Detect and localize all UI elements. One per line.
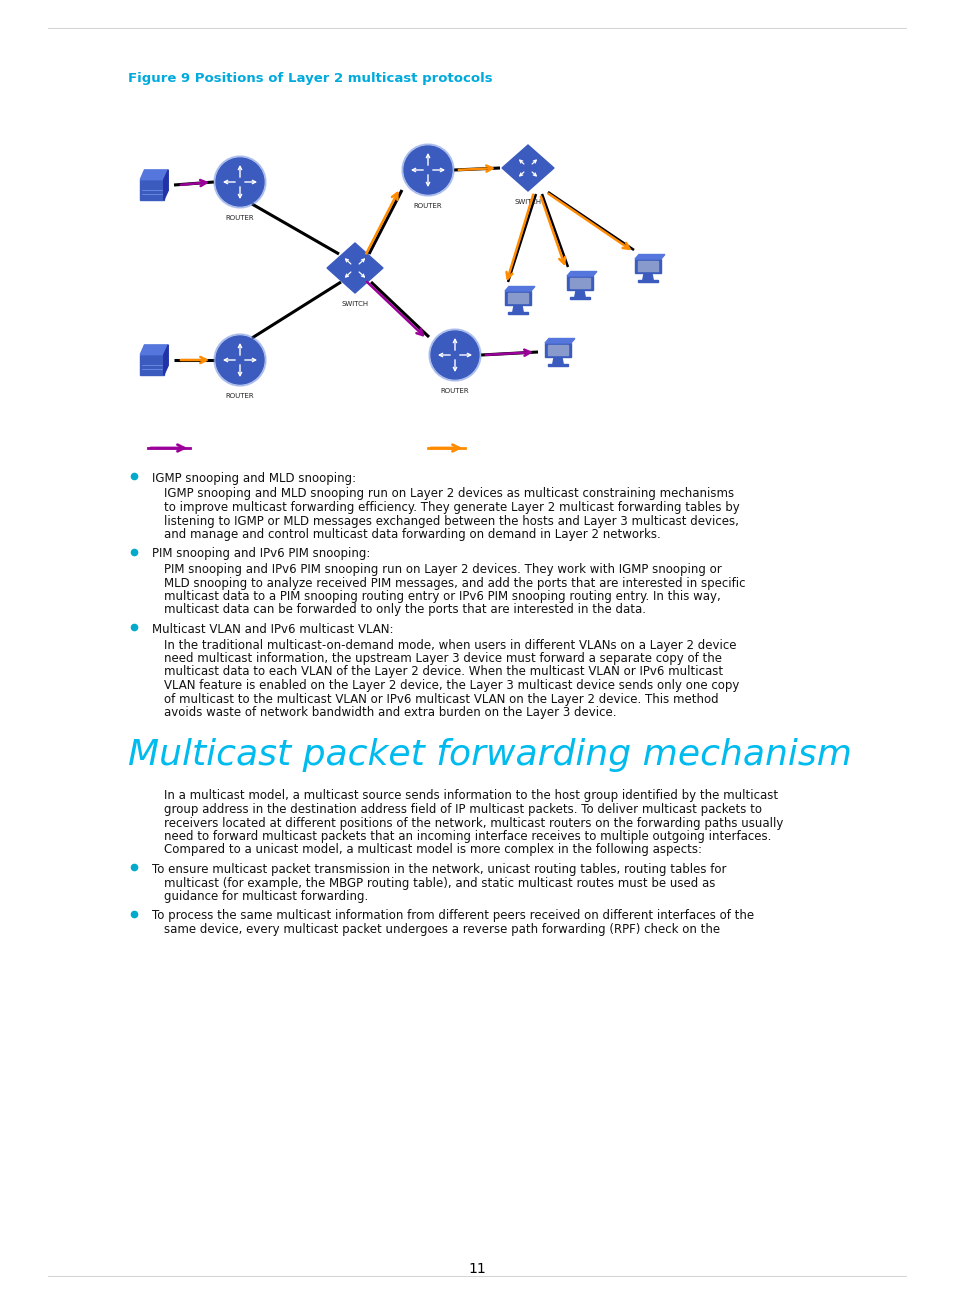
Circle shape — [213, 156, 266, 207]
Text: receivers located at different positions of the network, multicast routers on th: receivers located at different positions… — [164, 816, 782, 829]
Text: need multicast information, the upstream Layer 3 device must forward a separate : need multicast information, the upstream… — [164, 652, 721, 665]
Circle shape — [215, 158, 264, 206]
Text: 11: 11 — [468, 1262, 485, 1277]
Circle shape — [431, 330, 478, 378]
Text: avoids waste of network bandwidth and extra burden on the Layer 3 device.: avoids waste of network bandwidth and ex… — [164, 706, 616, 719]
Polygon shape — [513, 306, 522, 312]
Text: multicast (for example, the MBGP routing table), and static multicast routes mus: multicast (for example, the MBGP routing… — [164, 876, 715, 889]
Text: SWITCH: SWITCH — [514, 200, 541, 205]
Text: group address in the destination address field of IP multicast packets. To deliv: group address in the destination address… — [164, 804, 761, 816]
Text: PIM snooping and IPv6 PIM snooping run on Layer 2 devices. They work with IGMP s: PIM snooping and IPv6 PIM snooping run o… — [164, 562, 721, 575]
Polygon shape — [140, 180, 164, 200]
Text: multicast data to each VLAN of the Layer 2 device. When the multicast VLAN or IP: multicast data to each VLAN of the Layer… — [164, 666, 722, 679]
Text: SWITCH: SWITCH — [341, 301, 368, 307]
Text: To process the same multicast information from different peers received on diffe: To process the same multicast informatio… — [152, 910, 753, 923]
Text: IGMP snooping and MLD snooping run on Layer 2 devices as multicast constraining : IGMP snooping and MLD snooping run on La… — [164, 487, 734, 500]
Polygon shape — [638, 262, 658, 271]
Polygon shape — [566, 276, 593, 290]
Polygon shape — [570, 279, 589, 288]
Text: ROUTER: ROUTER — [226, 215, 254, 222]
Text: need to forward multicast packets that an incoming interface receives to multipl: need to forward multicast packets that a… — [164, 829, 771, 842]
Text: Figure 9 Positions of Layer 2 multicast protocols: Figure 9 Positions of Layer 2 multicast … — [128, 73, 492, 86]
Polygon shape — [504, 292, 531, 306]
Text: PIM snooping and IPv6 PIM snooping:: PIM snooping and IPv6 PIM snooping: — [152, 547, 370, 560]
Text: Multicast VLAN and IPv6 multicast VLAN:: Multicast VLAN and IPv6 multicast VLAN: — [152, 623, 393, 636]
Polygon shape — [140, 355, 164, 375]
Bar — [570, 297, 589, 299]
Text: listening to IGMP or MLD messages exchanged between the hosts and Layer 3 multic: listening to IGMP or MLD messages exchan… — [164, 515, 739, 527]
Polygon shape — [327, 244, 382, 293]
Polygon shape — [642, 273, 653, 280]
Polygon shape — [566, 271, 597, 276]
Polygon shape — [164, 345, 168, 375]
Circle shape — [215, 336, 264, 384]
Circle shape — [401, 144, 454, 196]
Text: of multicast to the multicast VLAN or IPv6 multicast VLAN on the Layer 2 device.: of multicast to the multicast VLAN or IP… — [164, 692, 718, 705]
Text: ROUTER: ROUTER — [226, 393, 254, 399]
Polygon shape — [544, 343, 571, 358]
Bar — [508, 312, 527, 315]
Polygon shape — [552, 358, 562, 364]
Polygon shape — [635, 254, 664, 259]
Bar — [548, 364, 567, 367]
Text: To ensure multicast packet transmission in the network, unicast routing tables, : To ensure multicast packet transmission … — [152, 863, 726, 876]
Polygon shape — [501, 145, 554, 191]
Circle shape — [213, 334, 266, 386]
Circle shape — [429, 329, 480, 381]
Text: MLD snooping to analyze received PIM messages, and add the ports that are intere: MLD snooping to analyze received PIM mes… — [164, 577, 744, 590]
Text: In a multicast model, a multicast source sends information to the host group ide: In a multicast model, a multicast source… — [164, 789, 778, 802]
Text: multicast data can be forwarded to only the ports that are interested in the dat: multicast data can be forwarded to only … — [164, 604, 645, 617]
Polygon shape — [140, 170, 168, 180]
Circle shape — [403, 146, 452, 194]
Text: Multicast packet forwarding mechanism: Multicast packet forwarding mechanism — [128, 737, 851, 771]
Polygon shape — [164, 170, 168, 200]
Text: Compared to a unicast model, a multicast model is more complex in the following : Compared to a unicast model, a multicast… — [164, 844, 701, 857]
Polygon shape — [504, 286, 535, 292]
Text: In the traditional multicast-on-demand mode, when users in different VLANs on a : In the traditional multicast-on-demand m… — [164, 639, 736, 652]
Text: guidance for multicast forwarding.: guidance for multicast forwarding. — [164, 890, 368, 903]
Text: ROUTER: ROUTER — [414, 203, 442, 209]
Bar — [638, 280, 658, 283]
Text: to improve multicast forwarding efficiency. They generate Layer 2 multicast forw: to improve multicast forwarding efficien… — [164, 502, 739, 515]
Polygon shape — [548, 345, 567, 355]
Polygon shape — [508, 293, 527, 303]
Polygon shape — [575, 290, 584, 297]
Polygon shape — [140, 345, 168, 355]
Text: ROUTER: ROUTER — [440, 388, 469, 394]
Text: IGMP snooping and MLD snooping:: IGMP snooping and MLD snooping: — [152, 472, 355, 485]
Text: multicast data to a PIM snooping routing entry or IPv6 PIM snooping routing entr: multicast data to a PIM snooping routing… — [164, 590, 720, 603]
Text: and manage and control multicast data forwarding on demand in Layer 2 networks.: and manage and control multicast data fo… — [164, 527, 660, 540]
Polygon shape — [544, 338, 575, 343]
Text: VLAN feature is enabled on the Layer 2 device, the Layer 3 multicast device send: VLAN feature is enabled on the Layer 2 d… — [164, 679, 739, 692]
Text: same device, every multicast packet undergoes a reverse path forwarding (RPF) ch: same device, every multicast packet unde… — [164, 923, 720, 936]
Polygon shape — [635, 259, 660, 273]
